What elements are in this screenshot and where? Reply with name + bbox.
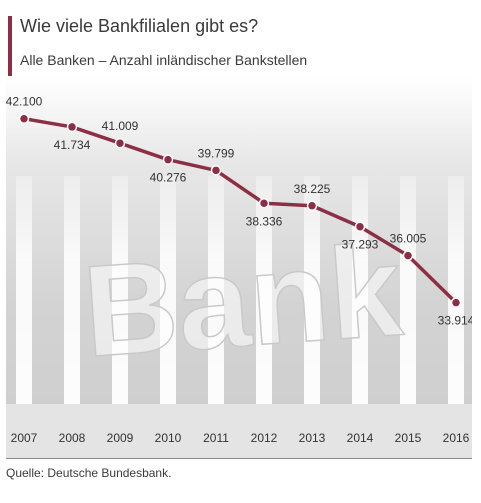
x-tick-label-2013: 2013 <box>299 431 326 445</box>
data-point-2009 <box>114 137 126 149</box>
bank-watermark: Bank <box>79 217 407 385</box>
data-point-2012 <box>258 198 270 209</box>
data-point-2015 <box>402 250 414 261</box>
column-stripe-2012 <box>256 176 272 404</box>
data-label-2010: 40.276 <box>150 171 187 185</box>
x-tick-label-2009: 2009 <box>107 431 134 445</box>
data-point-2007 <box>18 113 30 124</box>
column-stripe-2016 <box>448 176 464 404</box>
data-label-2014: 37.293 <box>342 238 379 252</box>
column-stripe-2014 <box>352 176 368 404</box>
source-note: Quelle: Deutsche Bundesbank. <box>6 466 172 480</box>
column-stripes <box>16 176 464 404</box>
data-label-2012: 38.336 <box>246 214 283 228</box>
x-tick-label-2014: 2014 <box>347 431 374 445</box>
data-label-2008: 41.734 <box>54 138 91 152</box>
line-chart: Bank 42.100 41.734 41.009 40.276 39.799 38.33… <box>6 76 472 458</box>
chart-background <box>6 76 472 458</box>
x-tick-label-2012: 2012 <box>251 431 278 445</box>
chart-subtitle: Alle Banken – Anzahl inländischer Bankst… <box>20 52 308 68</box>
column-stripe-2007 <box>16 176 32 404</box>
x-tick-label-2016: 2016 <box>443 431 470 445</box>
data-point-2013 <box>306 200 318 212</box>
data-label-2011: 39.799 <box>198 146 235 160</box>
chart-panel: Bank 42.100 41.734 41.009 40.276 39.799 38.33… <box>6 76 472 458</box>
data-label-2015: 36.005 <box>390 232 427 246</box>
series-branch-count <box>18 113 462 308</box>
x-tick-label-2008: 2008 <box>59 431 86 445</box>
data-label-2007: 42.100 <box>6 95 43 109</box>
data-label-2009: 41.009 <box>102 119 139 133</box>
series-line <box>22 116 458 305</box>
title-accent-bar <box>8 16 12 76</box>
column-stripe-2009 <box>112 176 128 404</box>
x-axis-ticks: 2007 2008 2009 2010 2011 2012 2013 2014 2015 2016 <box>11 431 470 445</box>
x-tick-label-2015: 2015 <box>395 431 422 445</box>
x-tick-label-2007: 2007 <box>11 431 38 445</box>
data-point-2008 <box>66 121 78 133</box>
chart-title: Wie viele Bankfilialen gibt es? <box>20 16 259 36</box>
x-tick-label-2010: 2010 <box>155 431 182 445</box>
data-label-2016: 33.914 <box>438 314 472 328</box>
column-stripe-2015 <box>400 176 416 404</box>
x-tick-label-2011: 2011 <box>203 431 229 445</box>
column-stripe-2011 <box>208 176 224 404</box>
data-point-2011 <box>210 165 222 176</box>
data-label-2013: 38.225 <box>294 182 331 196</box>
data-labels: 42.100 41.734 41.009 40.276 39.799 38.336 38.2… <box>6 95 472 328</box>
data-point-2014 <box>354 221 366 232</box>
column-stripe-2010 <box>160 176 176 404</box>
data-point-2016 <box>450 297 462 308</box>
source-divider <box>6 458 472 459</box>
column-stripe-2008 <box>64 176 80 404</box>
data-point-2010 <box>162 154 174 165</box>
column-stripe-2013 <box>304 176 320 404</box>
x-axis-band <box>6 404 472 458</box>
